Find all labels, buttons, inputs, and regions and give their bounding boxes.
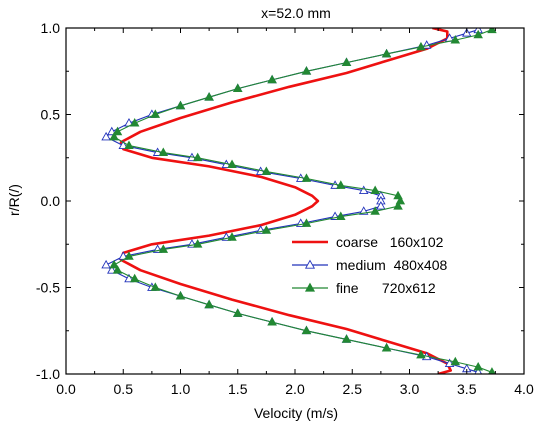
series-medium [101,28,483,374]
data-point-fine [393,201,403,210]
data-point-medium [107,265,117,274]
legend-marker-fine [304,282,316,292]
data-point-fine [192,239,203,248]
data-point-medium [101,259,111,269]
data-point-fine [129,118,140,127]
data-point-medium [124,273,134,283]
y-tick-label: 1.0 [41,20,61,36]
x-tick-label: 2.5 [343,381,363,397]
data-point-fine [473,29,483,39]
data-point-fine [232,308,243,317]
series-line-fine [113,29,493,373]
plot-frame [65,27,525,375]
data-point-fine [175,100,186,110]
data-point-fine [416,349,426,359]
data-point-fine [381,342,392,352]
data-point-medium [101,131,111,141]
data-point-fine [370,206,380,215]
x-tick-label: 4.0 [514,381,534,397]
data-point-fine [381,48,392,58]
data-point-fine [336,180,346,189]
data-point-fine [301,173,312,182]
data-point-fine [129,273,140,283]
data-point-fine [301,325,312,335]
x-tick-label: 1.0 [171,381,191,397]
x-tick-label: 0.5 [114,381,134,397]
data-point-fine [473,361,483,371]
series-layer [101,28,497,374]
legend-label-fine: fine 720x612 [336,280,436,296]
data-point-fine [150,282,161,291]
y-tick-label: 0.0 [41,193,61,209]
series-line-medium [105,29,479,373]
data-point-fine [158,147,169,156]
x-tick-label: 3.5 [457,381,477,397]
x-axis-title: Velocity (m/s) [254,405,338,421]
legend-marker-medium [304,259,316,269]
data-point-fine [488,367,496,374]
x-tick-label: 0.0 [56,381,76,397]
series-coarse [119,28,452,374]
data-point-fine [341,334,352,343]
data-point-fine [261,225,272,234]
data-point-fine [370,185,380,195]
data-point-fine [112,126,123,136]
data-point-fine [175,291,186,300]
data-point-fine [450,356,461,366]
data-point-medium [376,201,386,210]
data-point-fine [301,218,312,227]
y-axis-title: r/R(/) [6,184,22,216]
data-point-fine [124,140,134,150]
y-tick-label: -1.0 [36,366,60,382]
legend-label-coarse: coarse 160x102 [336,234,444,250]
legend-label-medium: medium 480x408 [336,257,448,273]
data-point-fine [450,34,461,44]
data-point-fine [109,131,119,141]
data-point-fine [487,28,497,34]
series-line-coarse [119,28,452,374]
legend-item-medium: medium 480x408 [292,257,448,273]
tick-labels: 0.0 0.5 1.0 1.5 2.0 2.5 3.0 3.5 4.0 1.0 0.5 0.0 -0.5… [36,20,534,397]
data-point-fine [301,66,312,75]
data-point-fine [261,166,272,175]
data-point-fine [158,244,169,253]
data-point-fine [192,152,203,162]
series-fine [109,28,497,374]
data-point-fine [336,211,346,220]
data-point-fine [227,159,237,169]
legend: coarse 160x102 medium 480x408 fine 720x612 [292,234,448,296]
data-point-fine [150,109,161,118]
legend-item-fine: fine 720x612 [292,280,436,296]
data-point-fine [109,259,119,269]
data-point-fine [204,299,214,309]
y-tick-label: 0.5 [41,107,61,123]
y-tick-label: -0.5 [36,280,60,296]
x-tick-label: 1.5 [228,381,248,397]
x-tick-label: 3.0 [400,381,420,397]
data-point-fine [112,265,123,274]
chart-title: x=52.0 mm [261,5,331,21]
data-point-fine [416,41,426,51]
data-point-fine [267,74,277,84]
data-point-fine [267,316,277,326]
data-point-medium [358,185,369,195]
data-point-medium [118,140,129,150]
legend-item-coarse: coarse 160x102 [292,234,444,250]
data-point-fine [204,92,214,101]
data-point-fine [341,57,352,66]
data-point-fine [227,232,237,241]
data-point-fine [232,83,243,92]
data-point-medium [474,367,483,374]
x-tick-label: 2.0 [285,381,305,397]
data-point-fine [124,251,134,260]
axes [65,27,525,375]
